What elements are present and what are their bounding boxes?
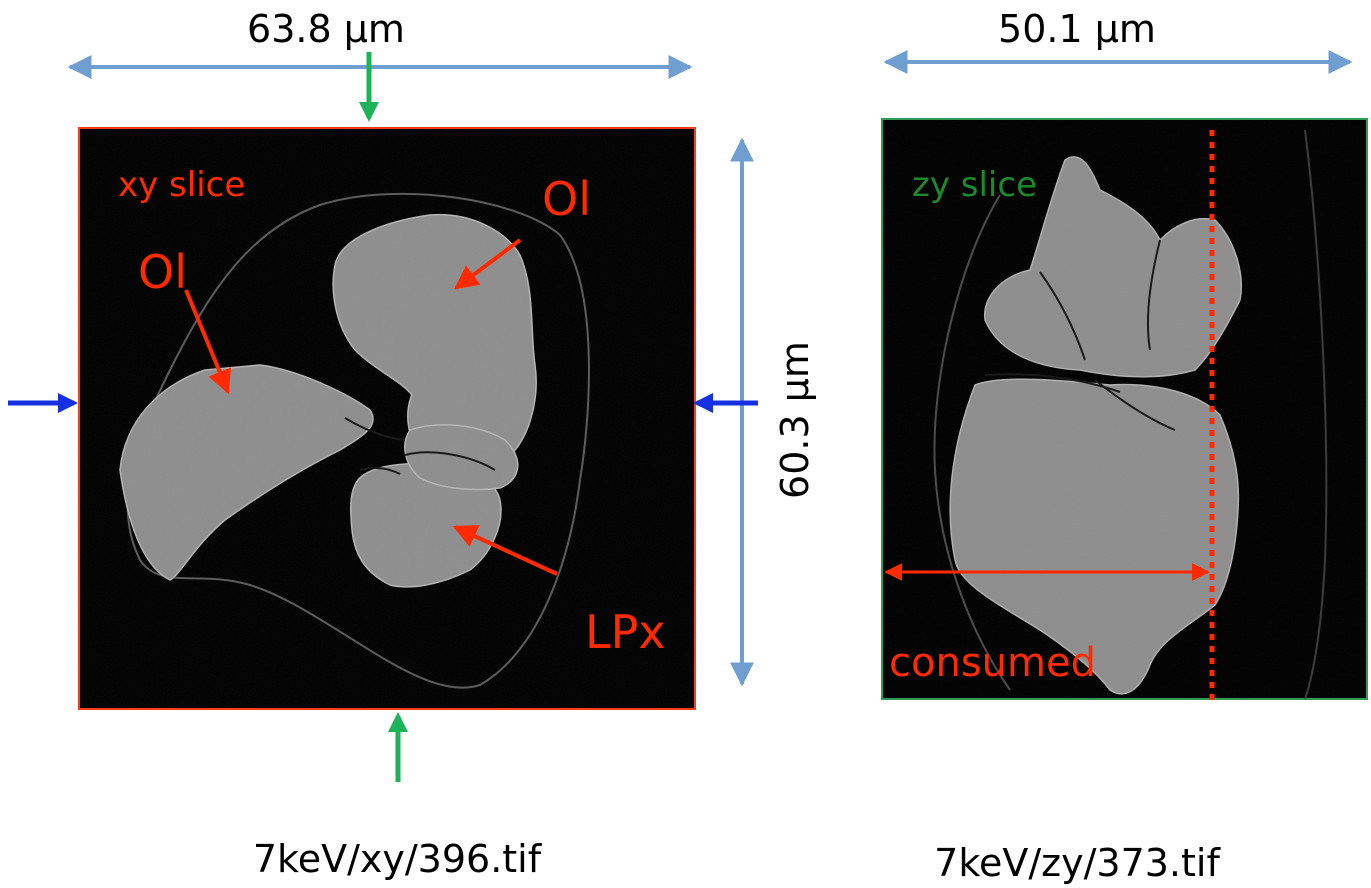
xy-panel: xy slice Ol Ol LPx 63.8 µm 60.3 µm 7keV/…	[8, 7, 817, 881]
ol-label-left: Ol	[138, 245, 187, 299]
lpx-label: LPx	[585, 605, 666, 659]
ol-label-top: Ol	[542, 172, 591, 226]
ol-top-pointer	[454, 238, 522, 290]
zy-caption: 7keV/zy/373.tif	[934, 841, 1221, 885]
ol-left-pointer	[184, 289, 231, 395]
xy-noise-texture	[79, 128, 695, 709]
zy-slice-title: zy slice	[912, 165, 1037, 205]
xy-height-label: 60.3 µm	[773, 341, 817, 499]
xy-width-label: 63.8 µm	[247, 7, 405, 51]
lpx-pointer	[452, 525, 558, 576]
zy-cracks	[984, 239, 1176, 431]
zy-width-label: 50.1 µm	[998, 7, 1156, 51]
xy-caption: 7keV/xy/396.tif	[253, 837, 543, 881]
zy-panel: zy slice consumed 50.1 µm 7keV/zy/373.ti…	[881, 7, 1368, 885]
zy-noise-texture	[882, 119, 1367, 699]
consumed-label: consumed	[889, 640, 1096, 686]
xy-slice-title: xy slice	[118, 165, 245, 205]
xy-cracks	[344, 417, 496, 475]
